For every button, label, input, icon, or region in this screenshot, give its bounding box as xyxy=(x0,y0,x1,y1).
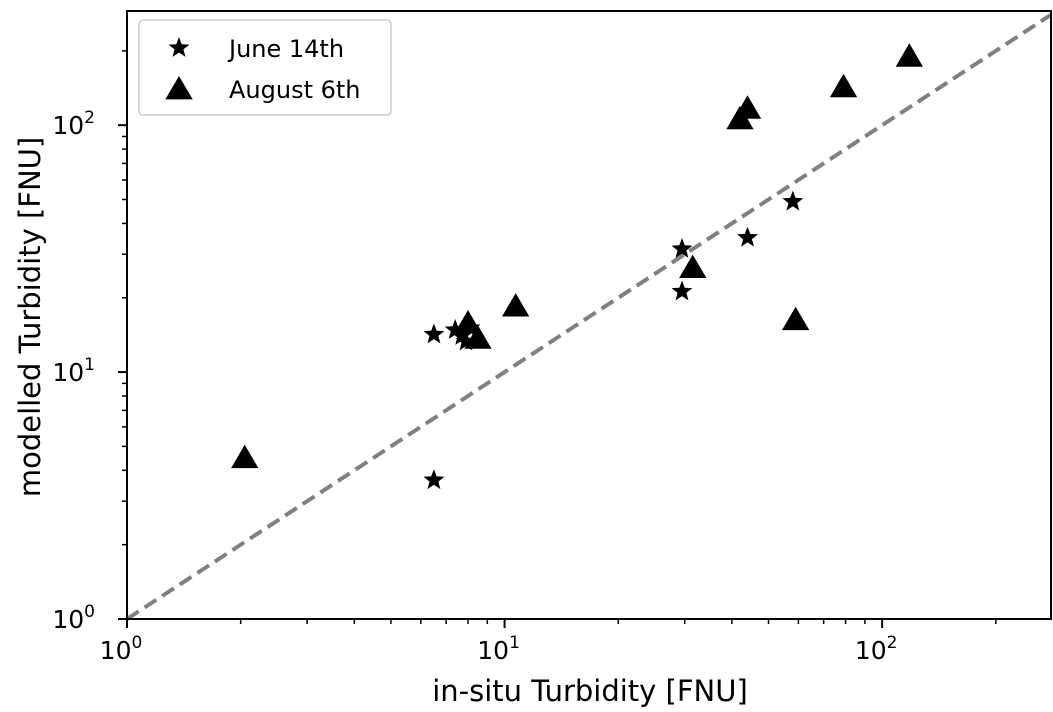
y-axis-ticks: 100 101 102 xyxy=(52,50,127,634)
legend: June 14th August 6th xyxy=(138,19,392,116)
star-marker xyxy=(737,226,758,247)
star-marker xyxy=(671,238,693,258)
star-marker xyxy=(451,325,473,345)
star-marker xyxy=(455,330,477,351)
triangle-marker xyxy=(464,325,492,349)
y-tick-label: 100 xyxy=(52,602,95,634)
triangle-marker xyxy=(454,310,482,334)
y-axis-title: modelled Turbidity [FNU] xyxy=(13,137,47,497)
star-marker xyxy=(671,280,693,301)
plot-frame xyxy=(126,10,1052,620)
x-tick-label: 102 xyxy=(855,633,898,665)
triangle-marker xyxy=(733,95,762,119)
star-marker xyxy=(423,469,445,490)
triangle-marker xyxy=(895,43,923,67)
star-marker xyxy=(782,190,804,211)
star-marker xyxy=(423,323,445,344)
legend-box xyxy=(138,19,392,116)
y-tick-label: 102 xyxy=(52,108,95,140)
legend-label: June 14th xyxy=(227,35,344,63)
legend-triangle-marker xyxy=(165,76,193,100)
data-points xyxy=(231,43,923,490)
triangle-marker xyxy=(502,293,530,317)
y-tick-label: 101 xyxy=(52,355,95,387)
identity-reference-line xyxy=(125,13,1053,621)
triangle-marker xyxy=(782,306,810,331)
legend-star-marker xyxy=(168,37,190,57)
triangle-marker xyxy=(231,444,259,469)
star-marker xyxy=(444,319,466,339)
x-axis-title: in-situ Turbidity [FNU] xyxy=(432,674,748,708)
x-tick-label: 100 xyxy=(100,633,143,665)
legend-label: August 6th xyxy=(229,76,361,104)
x-axis-ticks: 100 101 102 xyxy=(100,619,997,665)
triangle-marker xyxy=(679,254,707,278)
x-tick-label: 101 xyxy=(477,633,520,665)
triangle-marker xyxy=(829,73,858,98)
